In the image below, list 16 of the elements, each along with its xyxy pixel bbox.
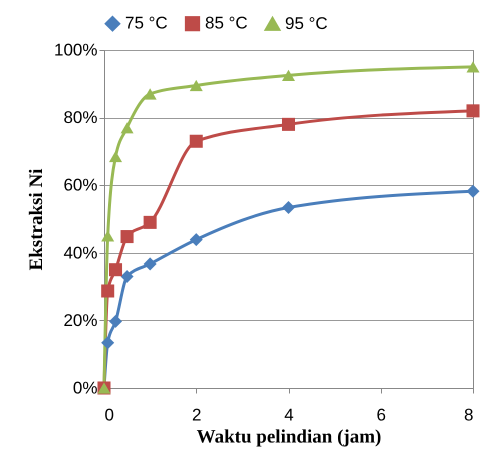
y-tick-label: 40%	[63, 243, 98, 262]
x-tick-label: 8	[464, 406, 474, 424]
legend-label: 95 °C	[285, 14, 328, 34]
y-axis-title: Ekstraksi Ni	[26, 168, 48, 270]
legend-label: 85 °C	[205, 14, 248, 33]
y-tick-label: 20%	[63, 310, 98, 330]
y-tick-label: 100%	[54, 40, 98, 60]
y-tick-label: 0%	[72, 378, 98, 398]
y-tick-label: 80%	[63, 108, 98, 128]
x-tick-label: 2	[192, 406, 202, 424]
x-tick-label: 6	[376, 406, 386, 424]
x-tick-label: 0	[104, 406, 114, 424]
x-tick-label: 4	[284, 406, 294, 424]
y-tick-label: 60%	[63, 176, 98, 195]
legend-label: 75 °C	[125, 14, 168, 33]
x-axis-title: Waktu pelindian (jam)	[196, 426, 382, 448]
